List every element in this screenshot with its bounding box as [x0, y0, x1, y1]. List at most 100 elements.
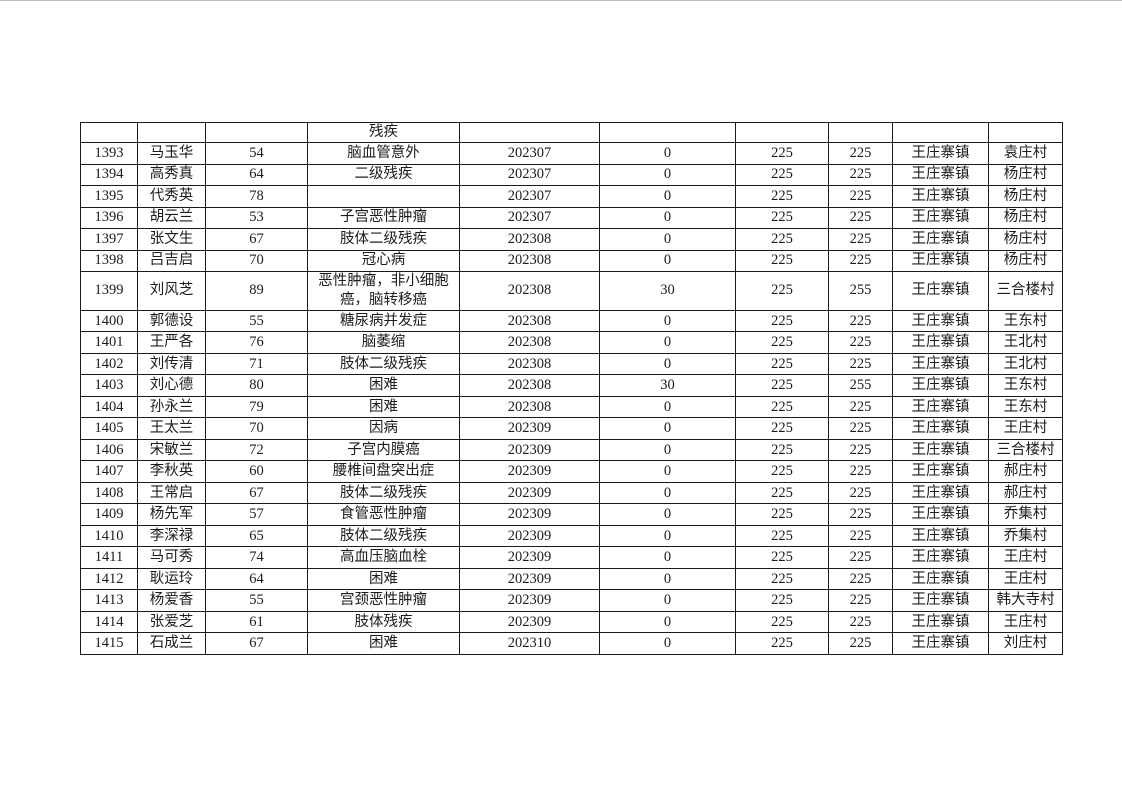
cell-age: 70: [205, 249, 308, 272]
cell-age: 61: [205, 610, 308, 634]
cell-town: 王庄寨镇: [892, 352, 989, 376]
cell-town: 王庄寨镇: [892, 589, 989, 612]
cell-id: 1405: [80, 417, 138, 440]
table-row: 1395 代秀英 78 202307 0 225 225 王庄寨镇 杨庄村: [80, 185, 1063, 208]
cell-age: 65: [205, 524, 308, 548]
cell-age: 64: [205, 567, 308, 591]
cell-col6: 0: [599, 546, 736, 569]
cell-col6: 0: [599, 503, 736, 526]
cell-town: 王庄寨镇: [892, 546, 989, 569]
cell-col6: 0: [599, 228, 736, 251]
cell-col7: 225: [735, 503, 829, 526]
cell-name: 刘风芝: [137, 271, 206, 311]
cell-month: 202307: [459, 142, 600, 165]
table-row: 1411 马可秀 74 高血压脑血栓 202309 0 225 225 王庄寨镇 王庄村: [80, 546, 1063, 569]
cell-name: 李深禄: [137, 524, 206, 548]
cell-col8: 225: [828, 206, 893, 229]
cell-col8: 225: [828, 632, 893, 655]
cell-col6: 0: [599, 331, 736, 354]
cell-col7: 225: [735, 460, 829, 483]
cell-id: 1395: [80, 185, 138, 208]
cell-age: 89: [205, 271, 308, 311]
cell-month: 202309: [459, 610, 600, 634]
cell-id: [80, 122, 138, 143]
cell-condition: 肢体二级残疾: [307, 228, 460, 251]
cell-id: 1399: [80, 271, 138, 311]
cell-col6: 0: [599, 567, 736, 591]
cell-age: 76: [205, 331, 308, 354]
cell-col8: 225: [828, 567, 893, 591]
cell-col7: [735, 122, 829, 143]
table-row: 1397 张文生 67 肢体二级残疾 202308 0 225 225 王庄寨镇 杨庄村: [80, 228, 1063, 251]
cell-col6: 0: [599, 249, 736, 272]
cell-village: 王庄村: [988, 567, 1063, 591]
cell-condition: [307, 185, 460, 208]
cell-town: 王庄寨镇: [892, 249, 989, 272]
cell-village: 杨庄村: [988, 185, 1063, 208]
cell-name: 耿运玲: [137, 567, 206, 591]
cell-village: 三合楼村: [988, 438, 1063, 462]
cell-month: 202308: [459, 271, 600, 311]
cell-month: 202309: [459, 546, 600, 569]
cell-condition: 肢体残疾: [307, 610, 460, 634]
cell-town: 王庄寨镇: [892, 206, 989, 229]
cell-col7: 225: [735, 567, 829, 591]
cell-age: 57: [205, 503, 308, 526]
cell-id: 1408: [80, 481, 138, 505]
cell-town: 王庄寨镇: [892, 610, 989, 634]
cell-village: 乔集村: [988, 503, 1063, 526]
cell-town: 王庄寨镇: [892, 228, 989, 251]
cell-town: 王庄寨镇: [892, 142, 989, 165]
page-top-edge: [0, 0, 1122, 1]
cell-col7: 225: [735, 632, 829, 655]
cell-id: 1404: [80, 395, 138, 419]
cell-age: 55: [205, 589, 308, 612]
table-row: 1415 石成兰 67 困难 202310 0 225 225 王庄寨镇 刘庄村: [80, 632, 1063, 655]
table-row: 1406 宋敏兰 72 子宫内膜癌 202309 0 225 225 王庄寨镇 三合楼村: [80, 438, 1063, 462]
cell-condition: 恶性肿瘤，非小细胞癌，脑转移癌: [307, 271, 460, 311]
cell-age: [205, 122, 308, 143]
cell-month: 202309: [459, 438, 600, 462]
cell-col8: 225: [828, 249, 893, 272]
cell-village: 杨庄村: [988, 249, 1063, 272]
cell-village: 三合楼村: [988, 271, 1063, 311]
table-body: 残疾 1393 马玉华 54 脑血管意外 202307 0 225 225 王庄寨镇 袁庄村 1394…: [80, 122, 1063, 655]
cell-condition: 食管恶性肿瘤: [307, 503, 460, 526]
cell-month: 202309: [459, 503, 600, 526]
table-row: 1398 吕吉启 70 冠心病 202308 0 225 225 王庄寨镇 杨庄村: [80, 249, 1063, 272]
cell-col8: 225: [828, 228, 893, 251]
cell-condition: 因病: [307, 417, 460, 440]
cell-col6: 0: [599, 589, 736, 612]
cell-id: 1413: [80, 589, 138, 612]
cell-id: 1397: [80, 228, 138, 251]
cell-id: 1410: [80, 524, 138, 548]
cell-col6: 0: [599, 417, 736, 440]
cell-age: 67: [205, 481, 308, 505]
cell-month: 202308: [459, 331, 600, 354]
table-row: 1402 刘传清 71 肢体二级残疾 202308 0 225 225 王庄寨镇 王北村: [80, 352, 1063, 376]
table-row: 1394 高秀真 64 二级残疾 202307 0 225 225 王庄寨镇 杨庄村: [80, 163, 1063, 186]
cell-month: 202310: [459, 632, 600, 655]
cell-col6: 0: [599, 163, 736, 186]
cell-col8: 225: [828, 503, 893, 526]
cell-town: 王庄寨镇: [892, 481, 989, 505]
cell-village: 王庄村: [988, 546, 1063, 569]
cell-col7: 225: [735, 185, 829, 208]
cell-name: 高秀真: [137, 163, 206, 186]
cell-month: 202309: [459, 567, 600, 591]
cell-id: 1398: [80, 249, 138, 272]
cell-id: 1407: [80, 460, 138, 483]
cell-town: [892, 122, 989, 143]
table-row: 1408 王常启 67 肢体二级残疾 202309 0 225 225 王庄寨镇 郝庄村: [80, 481, 1063, 505]
cell-col8: [828, 122, 893, 143]
cell-village: 袁庄村: [988, 142, 1063, 165]
cell-age: 53: [205, 206, 308, 229]
cell-col6: [599, 122, 736, 143]
cell-name: 王太兰: [137, 417, 206, 440]
cell-col6: 0: [599, 309, 736, 333]
cell-month: 202309: [459, 481, 600, 505]
cell-name: 王严各: [137, 331, 206, 354]
cell-id: 1394: [80, 163, 138, 186]
cell-id: 1409: [80, 503, 138, 526]
cell-id: 1406: [80, 438, 138, 462]
